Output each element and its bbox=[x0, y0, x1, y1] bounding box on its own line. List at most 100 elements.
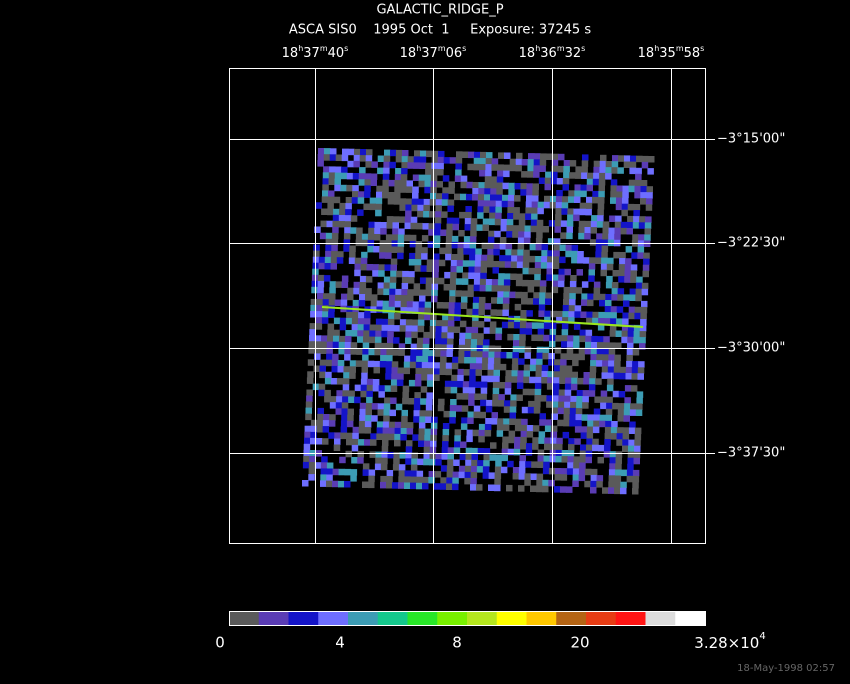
speckle bbox=[395, 403, 403, 411]
ra-label: 18h36m32s bbox=[519, 44, 586, 61]
speckle bbox=[304, 425, 312, 433]
speckle bbox=[583, 257, 590, 264]
speckle bbox=[592, 178, 600, 186]
speckle bbox=[469, 369, 476, 376]
speckle bbox=[393, 337, 400, 344]
speckle bbox=[364, 427, 372, 434]
speckle bbox=[617, 294, 624, 301]
speckle bbox=[392, 464, 400, 471]
speckle bbox=[639, 325, 647, 332]
speckle bbox=[373, 366, 380, 374]
speckle bbox=[619, 366, 627, 374]
speckle bbox=[529, 243, 537, 251]
speckle bbox=[342, 396, 349, 403]
speckle bbox=[609, 215, 616, 222]
speckle bbox=[629, 167, 636, 175]
speckle bbox=[350, 227, 357, 234]
speckle bbox=[537, 455, 544, 462]
speckle bbox=[525, 449, 533, 456]
speckle bbox=[407, 162, 414, 169]
speckle bbox=[322, 172, 330, 179]
speckle bbox=[487, 375, 494, 383]
speckle bbox=[430, 174, 438, 182]
speckle bbox=[428, 223, 435, 230]
speckle bbox=[380, 348, 387, 356]
speckle bbox=[578, 474, 586, 482]
speckle bbox=[375, 197, 383, 205]
speckle bbox=[484, 182, 491, 189]
speckle bbox=[468, 272, 475, 279]
speckle bbox=[480, 399, 487, 407]
speckle bbox=[359, 408, 366, 416]
speckle bbox=[363, 336, 370, 343]
speckle bbox=[619, 252, 626, 259]
speckle bbox=[527, 171, 534, 178]
colorbar-label: 20 bbox=[570, 634, 589, 652]
speckle bbox=[411, 452, 418, 459]
speckle bbox=[429, 452, 436, 460]
speckle bbox=[374, 342, 382, 350]
speckle bbox=[315, 317, 323, 324]
speckle bbox=[407, 156, 415, 163]
speckle bbox=[402, 270, 409, 278]
speckle bbox=[525, 201, 533, 208]
speckle bbox=[447, 338, 454, 345]
speckle bbox=[620, 469, 628, 477]
speckle bbox=[630, 264, 638, 271]
speckle bbox=[485, 418, 492, 425]
speckle bbox=[630, 403, 637, 410]
speckle bbox=[513, 213, 520, 220]
speckle bbox=[431, 416, 438, 424]
speckle bbox=[316, 311, 323, 318]
speckle bbox=[497, 279, 505, 286]
speckle bbox=[399, 452, 406, 459]
speckle bbox=[584, 347, 592, 355]
speckle bbox=[599, 172, 606, 180]
speckle bbox=[595, 245, 603, 252]
speckle bbox=[463, 242, 471, 249]
speckle bbox=[519, 322, 527, 329]
speckle bbox=[564, 383, 572, 391]
speckle bbox=[499, 243, 507, 250]
speckle bbox=[416, 355, 423, 363]
speckle bbox=[563, 407, 571, 415]
speckle bbox=[325, 244, 332, 252]
speckle bbox=[628, 185, 635, 193]
speckle bbox=[496, 194, 503, 202]
speckle bbox=[511, 370, 518, 377]
speckle bbox=[397, 373, 404, 380]
speckle bbox=[644, 228, 651, 235]
speckle bbox=[326, 480, 333, 488]
speckle bbox=[533, 159, 541, 166]
speckle bbox=[406, 428, 414, 435]
speckle bbox=[560, 486, 567, 493]
speckle bbox=[310, 304, 317, 312]
speckle bbox=[626, 222, 634, 229]
speckle bbox=[587, 420, 594, 427]
speckle bbox=[502, 309, 509, 317]
speckle bbox=[447, 326, 455, 333]
speckle bbox=[524, 231, 531, 239]
speckle bbox=[420, 386, 428, 393]
speckle bbox=[340, 420, 348, 427]
dec-label: −3°30'00" bbox=[717, 341, 785, 356]
speckle bbox=[542, 485, 549, 493]
ra-label: 18h37m40s bbox=[282, 44, 349, 61]
speckle bbox=[600, 396, 607, 404]
speckle bbox=[640, 180, 648, 187]
speckle bbox=[454, 175, 462, 182]
speckle bbox=[377, 282, 385, 289]
speckle bbox=[432, 259, 440, 267]
speckle bbox=[507, 333, 514, 341]
speckle bbox=[464, 465, 472, 473]
speckle bbox=[496, 309, 503, 316]
speckle bbox=[328, 432, 335, 439]
speckle bbox=[454, 308, 461, 315]
speckle bbox=[648, 156, 655, 163]
speckle bbox=[552, 153, 559, 161]
speckle bbox=[353, 287, 360, 295]
speckle bbox=[423, 452, 430, 460]
speckle bbox=[398, 349, 405, 356]
speckle bbox=[393, 452, 400, 459]
speckle bbox=[487, 236, 495, 244]
